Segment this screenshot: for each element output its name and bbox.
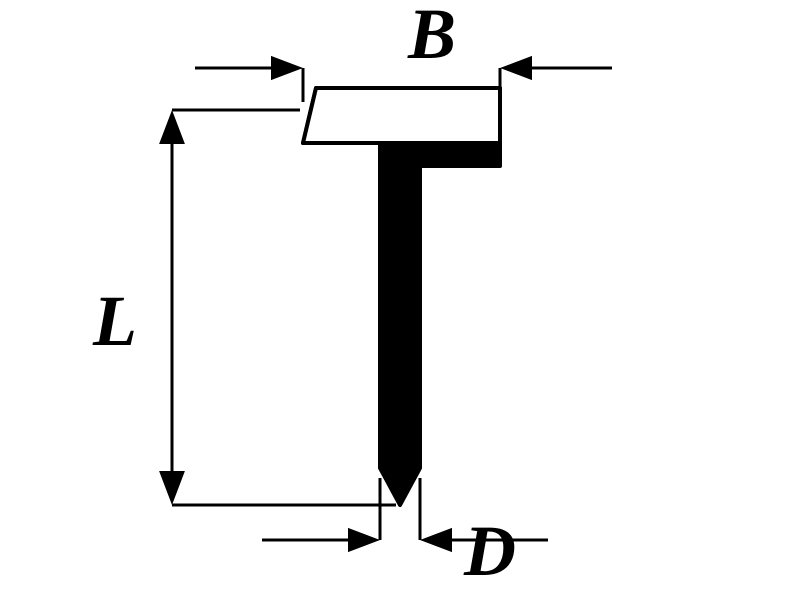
dim-label-b: B [407, 0, 456, 74]
nail-dimension-svg: B L D [0, 0, 800, 600]
diagram-stage: B L D [0, 0, 800, 600]
nail-head-front-face [303, 88, 500, 143]
dim-label-d: D [463, 511, 516, 591]
dim-label-l: L [92, 281, 137, 361]
